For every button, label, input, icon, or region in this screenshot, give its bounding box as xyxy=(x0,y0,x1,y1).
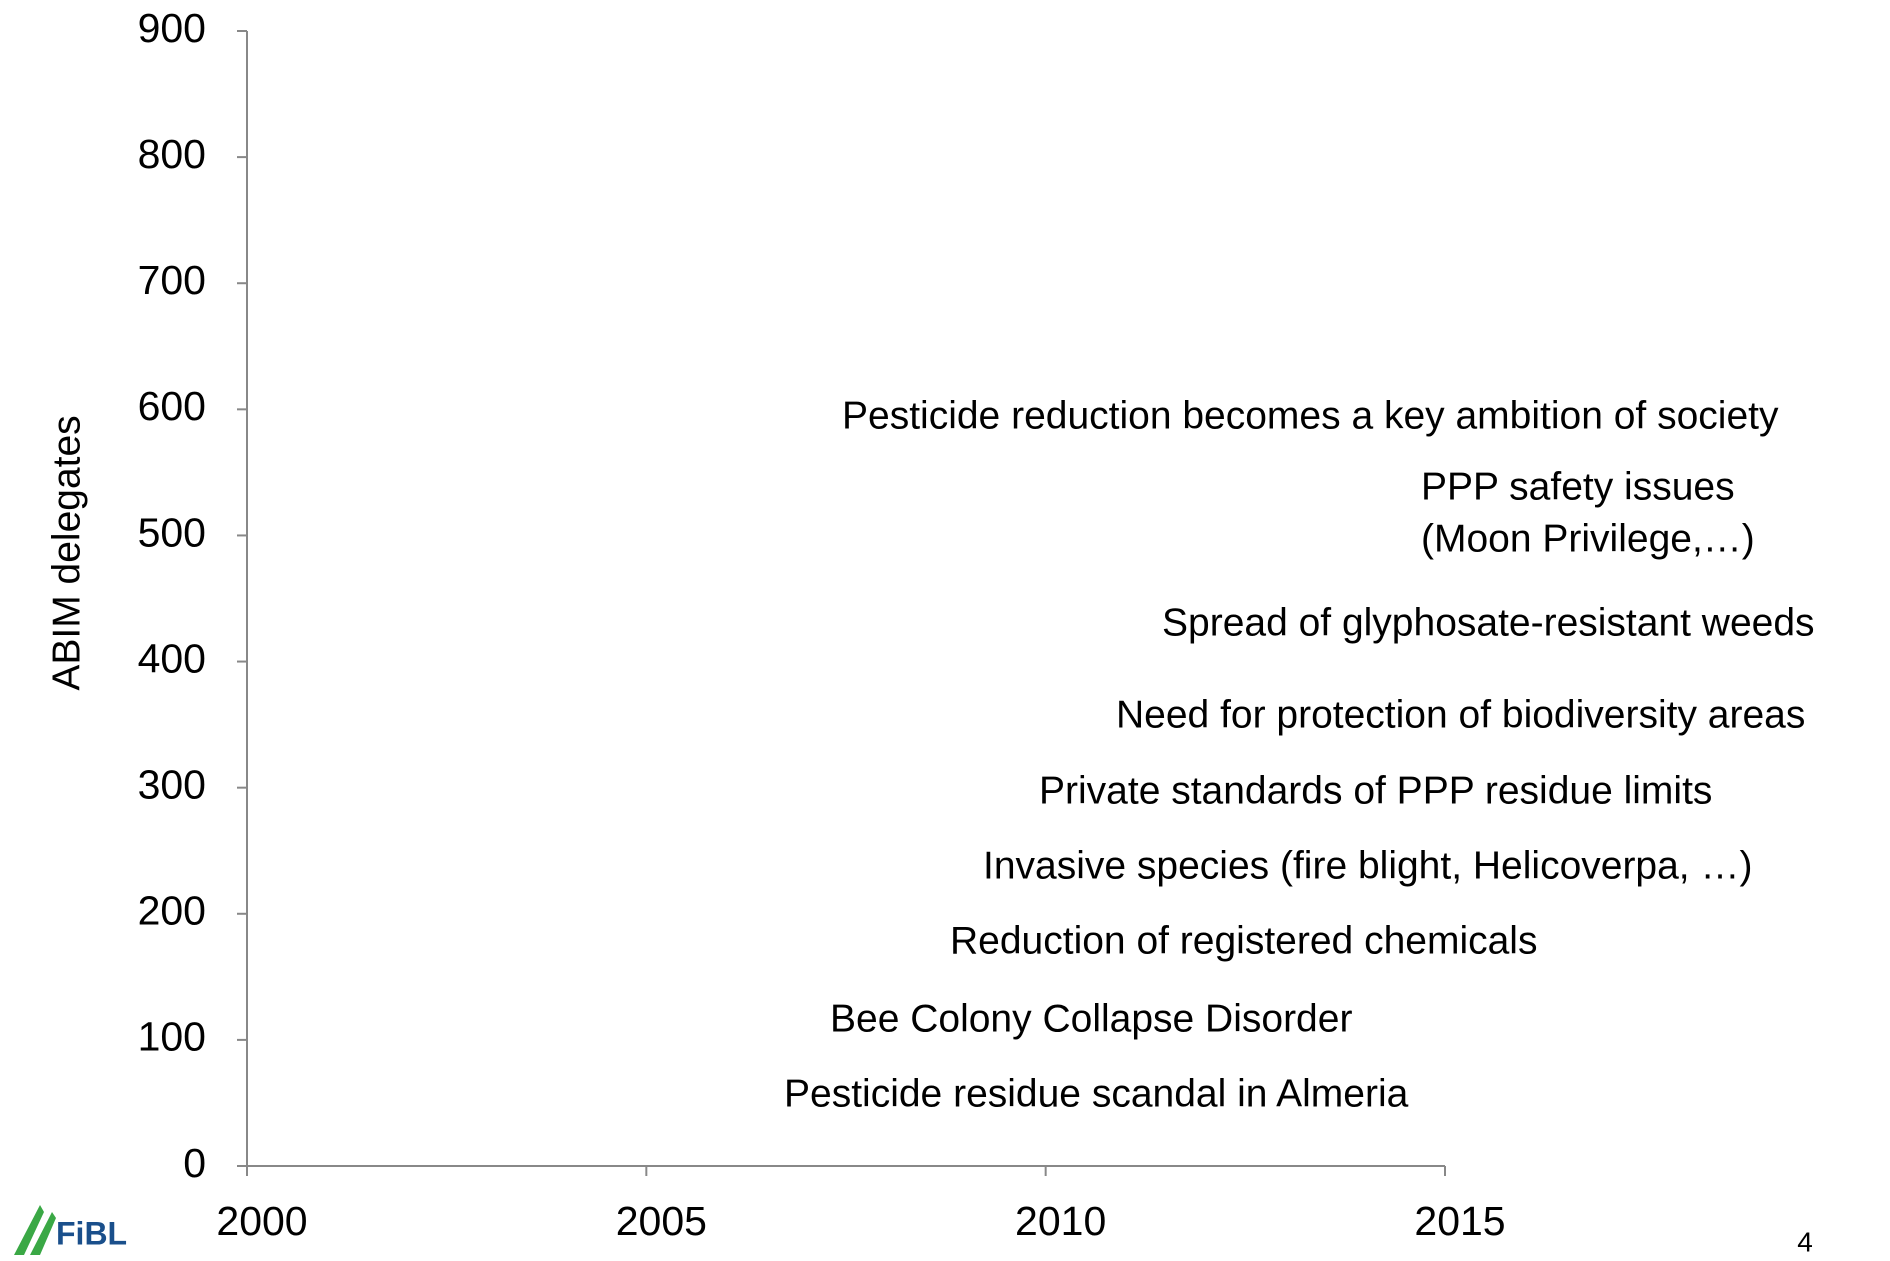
logo: FiBL xyxy=(14,1205,127,1255)
annotation: Pesticide residue scandal in Almeria xyxy=(784,1072,1409,1115)
y-axis-label: ABIM delegates xyxy=(45,415,88,690)
annotation: Reduction of registered chemicals xyxy=(950,919,1537,962)
y-tick-label: 700 xyxy=(138,257,206,303)
y-tick-label: 500 xyxy=(138,509,206,555)
y-tick-label: 600 xyxy=(138,383,206,429)
x-tick-label: 2015 xyxy=(1414,1198,1505,1244)
annotation: PPP safety issues xyxy=(1421,465,1735,508)
y-tick-label: 300 xyxy=(138,761,206,807)
logo-text: FiBL xyxy=(56,1215,127,1251)
annotation: Need for protection of biodiversity area… xyxy=(1116,693,1805,736)
annotation: (Moon Privilege,…) xyxy=(1421,517,1755,560)
page-number: 4 xyxy=(1797,1226,1813,1257)
y-tick-label: 0 xyxy=(183,1140,206,1186)
y-tick-label: 200 xyxy=(138,888,206,934)
y-tick-label: 100 xyxy=(138,1014,206,1060)
annotation: Pesticide reduction becomes a key ambiti… xyxy=(842,394,1779,437)
x-tick-label: 2000 xyxy=(216,1198,307,1244)
annotation: Invasive species (fire blight, Helicover… xyxy=(983,844,1752,887)
annotation: Bee Colony Collapse Disorder xyxy=(830,997,1352,1040)
x-tick-label: 2005 xyxy=(616,1198,707,1244)
y-tick-label: 800 xyxy=(138,131,206,177)
y-tick-label: 900 xyxy=(138,5,206,51)
y-tick-label: 400 xyxy=(138,635,206,681)
annotation: Private standards of PPP residue limits xyxy=(1039,769,1712,812)
logo-icon xyxy=(14,1205,56,1255)
x-tick-label: 2010 xyxy=(1015,1198,1106,1244)
annotation: Spread of glyphosate-resistant weeds xyxy=(1162,601,1815,644)
